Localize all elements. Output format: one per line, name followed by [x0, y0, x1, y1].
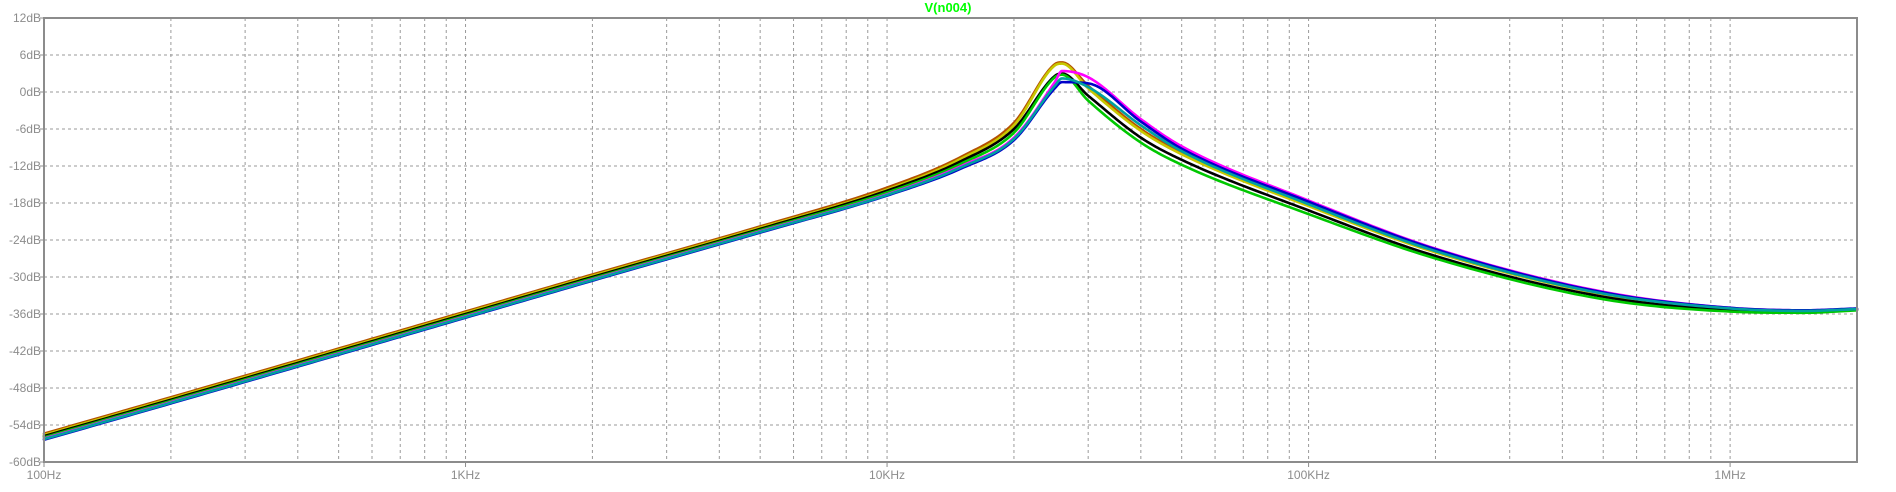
y-tick-label: -42dB — [9, 344, 41, 358]
x-tick-label: 10KHz — [869, 468, 905, 482]
x-tick-label: 1MHz — [1714, 468, 1745, 482]
y-tick-label: 0dB — [20, 85, 41, 99]
y-tick-label: -60dB — [9, 455, 41, 469]
y-tick-label: -30dB — [9, 270, 41, 284]
trace-line-4 — [42, 69, 1859, 440]
x-tick-label: 1KHz — [451, 468, 480, 482]
x-tick-label: 100KHz — [1287, 468, 1330, 482]
y-tick-label: -36dB — [9, 307, 41, 321]
trace-line-2 — [42, 72, 1859, 438]
y-tick-label: 6dB — [20, 48, 41, 62]
y-tick-label: -6dB — [16, 122, 41, 136]
y-tick-label: -24dB — [9, 233, 41, 247]
traces — [42, 61, 1859, 442]
y-tick-label: -54dB — [9, 418, 41, 432]
y-tick-label: 12dB — [13, 11, 41, 25]
trace-line-5 — [42, 80, 1859, 442]
grid — [44, 18, 1857, 462]
x-tick-label: 100Hz — [27, 468, 62, 482]
y-tick-label: -12dB — [9, 159, 41, 173]
y-tick-label: -18dB — [9, 196, 41, 210]
y-axis-tick-labels: 12dB 6dB 0dB -6dB -12dB -18dB -24dB -30dB -36dB -… — [9, 11, 44, 469]
y-tick-label: -48dB — [9, 381, 41, 395]
x-axis-tick-labels: 100Hz 1KHz 10KHz 100KHz 1MHz — [27, 462, 1746, 482]
trace-line-0 — [42, 61, 1859, 435]
trace-line-6 — [42, 77, 1859, 441]
trace-line-1 — [42, 62, 1859, 437]
trace-title[interactable]: V(n004) — [925, 0, 972, 15]
